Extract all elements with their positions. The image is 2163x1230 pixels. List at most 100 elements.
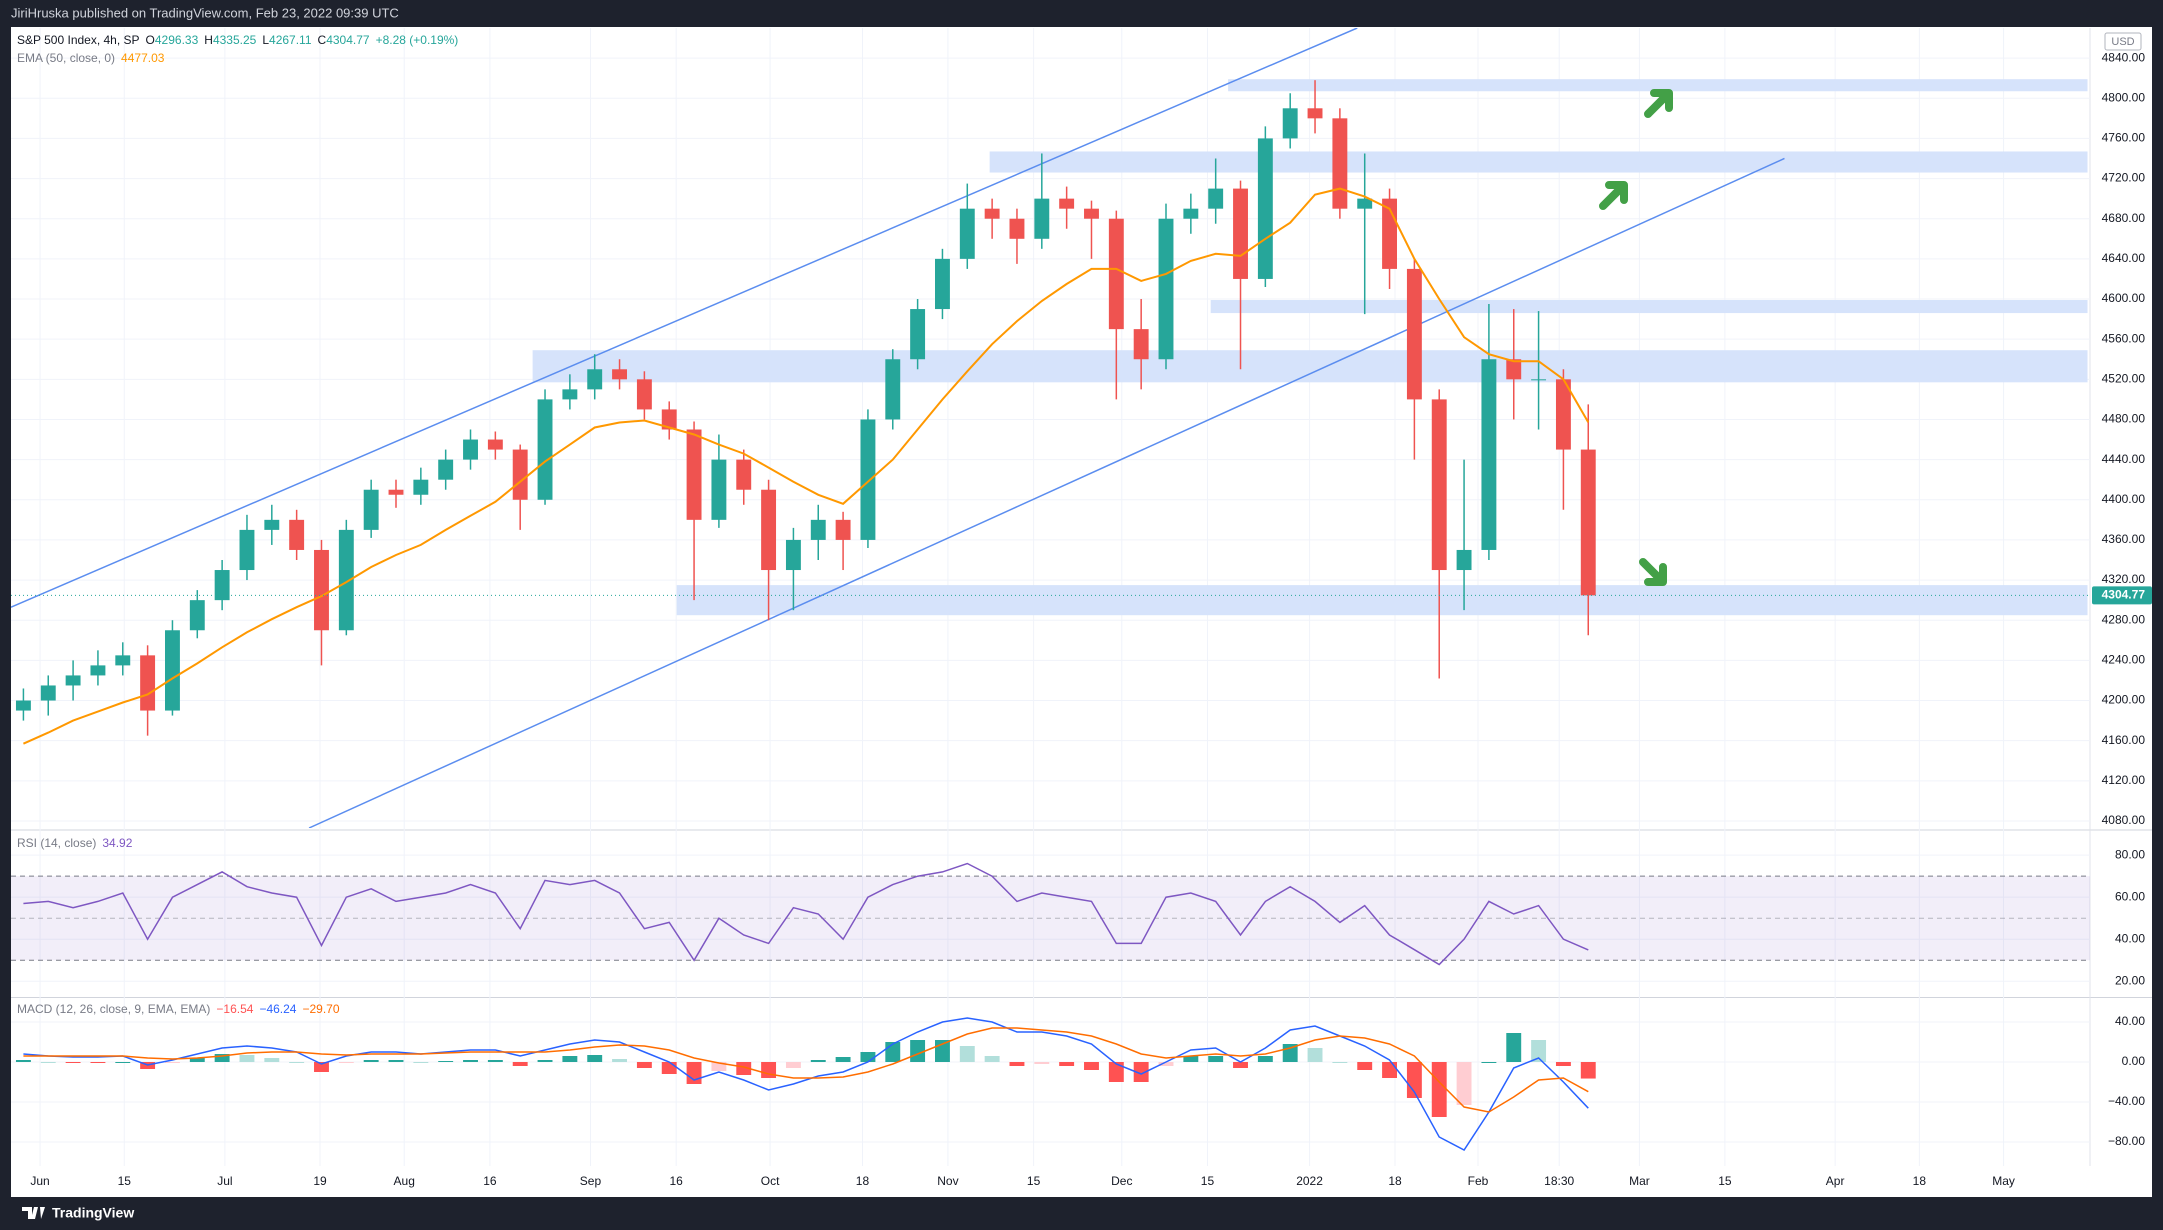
- macd-histogram-bar: [363, 1060, 379, 1062]
- macd-histogram-bar: [1431, 1062, 1447, 1117]
- candle-body: [835, 519, 851, 540]
- macd-histogram-bar: [1382, 1062, 1397, 1078]
- candle-body: [1108, 218, 1124, 330]
- candle-body: [1357, 198, 1373, 209]
- symbol-legend: S&P 500 Index, 4h, SP O4296.33 H4335.25 L42…: [17, 33, 458, 47]
- y-tick-label: 4120.00: [2102, 773, 2146, 787]
- x-tick-label: 18: [856, 1174, 870, 1188]
- macd-histogram-bar: [289, 1062, 305, 1063]
- macd-histogram-bar: [1084, 1062, 1099, 1070]
- y-tick-label: 4480.00: [2102, 412, 2146, 426]
- candle-body: [1009, 218, 1025, 239]
- macd-histogram-bar: [1108, 1062, 1124, 1082]
- price-pane: [11, 28, 2090, 828]
- macd-histogram-bar: [90, 1062, 106, 1063]
- trendline: [308, 157, 1785, 828]
- ohlc-key: O: [146, 33, 155, 47]
- macd-histogram-bar: [264, 1058, 280, 1062]
- x-tick-label: 2022: [1296, 1174, 1323, 1188]
- y-tick-label: 4800.00: [2102, 90, 2146, 104]
- candle-body: [860, 419, 876, 540]
- macd-legend: MACD (12, 26, close, 9, EMA, EMA) −16.54−…: [17, 1002, 340, 1016]
- x-tick-label: Dec: [1111, 1174, 1132, 1188]
- candle-body: [239, 529, 255, 571]
- publisher-line: JiriHruska published on TradingView.com,…: [11, 5, 399, 20]
- macd-histogram-bar: [487, 1060, 503, 1062]
- ohlc-key: H: [204, 33, 213, 47]
- candle-body: [463, 439, 478, 460]
- macd-histogram-bar: [314, 1062, 329, 1072]
- candle-body: [15, 700, 31, 711]
- macd-histogram-bar: [761, 1062, 777, 1078]
- candle-body: [1307, 108, 1323, 119]
- candle-body: [363, 489, 379, 530]
- y-tick-label: 0.00: [2122, 1054, 2146, 1068]
- macd-histogram-bar: [1183, 1056, 1199, 1062]
- macd-histogram-bar: [810, 1060, 826, 1062]
- last-price-box: [2092, 586, 2152, 605]
- candle-body: [1158, 218, 1174, 360]
- candle-body: [984, 208, 1000, 219]
- x-tick-label: Oct: [761, 1174, 780, 1188]
- x-tick-label: 15: [118, 1174, 132, 1188]
- macd-histogram-bar: [537, 1060, 553, 1062]
- macd-histogram-bar: [661, 1062, 677, 1074]
- candle-body: [562, 389, 578, 400]
- signal-line: [23, 1027, 1589, 1113]
- macd-histogram-bar: [1257, 1056, 1273, 1062]
- candle-body: [1531, 379, 1547, 381]
- candle-body: [314, 549, 329, 631]
- brand-name: TradingView: [52, 1205, 134, 1221]
- y-tick-label: 4360.00: [2102, 532, 2146, 546]
- ema-legend: EMA (50, close, 0) 4477.03: [17, 51, 165, 65]
- macd-histogram-bar: [959, 1046, 975, 1062]
- trendline: [11, 28, 1358, 608]
- y-tick-label: 40.00: [2115, 1014, 2145, 1028]
- x-tick-label: Apr: [1826, 1174, 1845, 1188]
- y-tick-label: 4720.00: [2102, 171, 2146, 185]
- x-tick-label: 15: [1027, 1174, 1041, 1188]
- macd-histogram-bar: [1406, 1062, 1422, 1098]
- candle-body: [1282, 108, 1298, 139]
- arrow-down: [1639, 558, 1667, 586]
- candle-body: [1133, 329, 1149, 360]
- y-tick-label: 4680.00: [2102, 211, 2146, 225]
- macd-histogram-bar: [65, 1062, 81, 1063]
- candle-body: [910, 309, 926, 360]
- macd-hist-value: −16.54: [216, 1002, 253, 1016]
- x-tick-label: 16: [670, 1174, 684, 1188]
- macd-histogram-bar: [189, 1058, 205, 1062]
- x-tick-label: Aug: [394, 1174, 415, 1188]
- candle-body: [1059, 198, 1075, 209]
- candle-body: [90, 665, 106, 676]
- candle-body: [885, 359, 901, 420]
- candle-body: [1332, 118, 1348, 209]
- macd-histogram-bar: [1481, 1062, 1497, 1063]
- candle-body: [264, 519, 280, 530]
- y-tick-label: 4840.00: [2102, 50, 2146, 64]
- macd-histogram-bar: [711, 1062, 727, 1071]
- annotation-arrows: [1599, 89, 1673, 586]
- candle-body: [413, 479, 429, 495]
- ohlc-key: C: [318, 33, 327, 47]
- y-tick-label: 20.00: [2115, 973, 2145, 987]
- macd-histogram-bar: [860, 1052, 876, 1062]
- ema-value: 4477.03: [121, 51, 165, 65]
- axis-layer: Jun 15 Jul 19 Aug 16 Sep 16 Oct 18 Nov 15 Dec 15 2022 1…: [30, 32, 2152, 1188]
- rsi-line: [23, 862, 1589, 966]
- macd-histogram-bar: [1580, 1062, 1596, 1079]
- last-price-label: 4304.77: [2102, 588, 2146, 602]
- macd-histogram-bar: [636, 1062, 652, 1068]
- y-tick-label: 4320.00: [2102, 572, 2146, 586]
- macd-histogram-bar: [388, 1060, 404, 1062]
- candle-body: [65, 675, 81, 686]
- macd-histogram-bar: [1555, 1062, 1571, 1066]
- macd-histogram-bar: [165, 1062, 180, 1063]
- ohlc-value: 4335.25: [213, 33, 257, 47]
- macd-histogram-bar: [1133, 1062, 1149, 1082]
- candle-body: [1183, 208, 1199, 219]
- candle-body: [1456, 549, 1472, 571]
- macd-histogram-bar: [1332, 1062, 1348, 1063]
- candle-body: [165, 630, 180, 711]
- x-tick-label: Nov: [937, 1174, 958, 1188]
